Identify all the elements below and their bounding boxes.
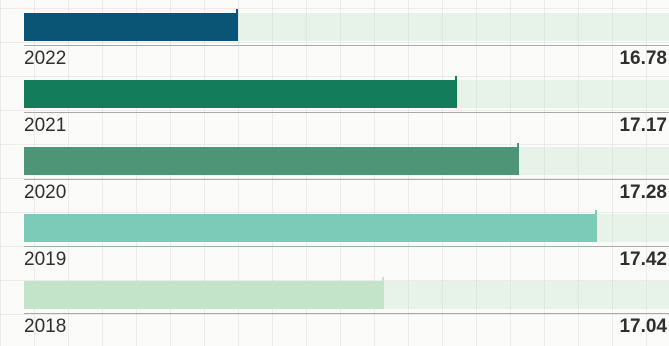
category-label: 2018 xyxy=(24,316,67,337)
category-label: 2022 xyxy=(24,48,67,69)
row-separator xyxy=(24,45,669,46)
category-label: 2021 xyxy=(24,115,67,136)
bar xyxy=(24,281,383,309)
bar-end-marker xyxy=(595,210,598,242)
bar-end-marker xyxy=(454,76,457,108)
value-label: 17.17 xyxy=(619,115,667,136)
bar-end-marker xyxy=(516,143,519,175)
value-label: 17.04 xyxy=(619,316,667,337)
bar xyxy=(24,13,238,41)
category-label: 2019 xyxy=(24,249,67,270)
row-separator xyxy=(24,112,669,113)
row-separator xyxy=(24,179,669,180)
bar xyxy=(24,147,518,175)
bar-end-marker xyxy=(236,9,239,41)
category-label: 2020 xyxy=(24,182,67,203)
bar xyxy=(24,80,456,108)
value-label: 17.28 xyxy=(619,182,667,203)
row-separator xyxy=(24,313,669,314)
value-label: 17.42 xyxy=(619,249,667,270)
bar-end-marker xyxy=(381,277,384,309)
bar xyxy=(24,214,597,242)
value-label: 16.78 xyxy=(619,48,667,69)
row-separator xyxy=(24,246,669,247)
